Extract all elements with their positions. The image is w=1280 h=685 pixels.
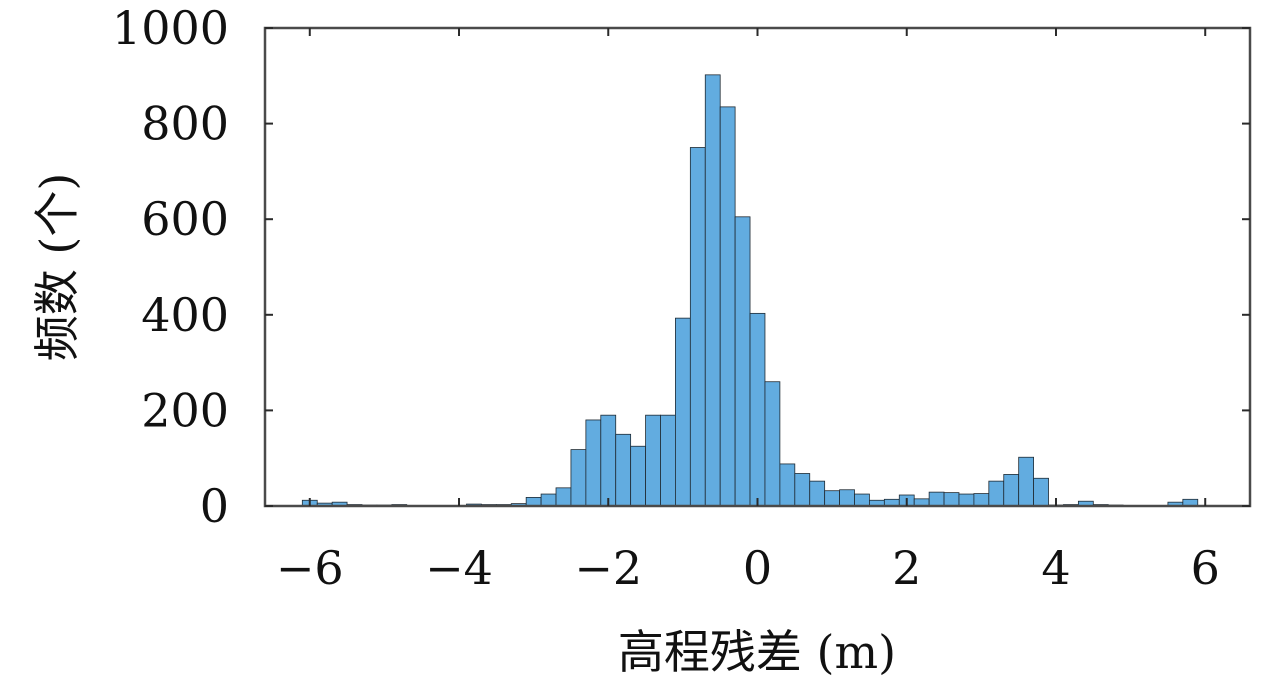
histogram-bar xyxy=(734,216,751,507)
histogram-bar xyxy=(854,493,870,507)
y-tick-label: 400 xyxy=(141,288,229,342)
histogram-bar xyxy=(585,419,602,507)
histogram-bar xyxy=(540,493,557,507)
histogram-bar xyxy=(794,473,811,507)
histogram-bar xyxy=(660,414,676,507)
histogram-bar xyxy=(809,480,826,507)
y-tick-label: 0 xyxy=(200,479,229,533)
x-axis-title: 高程残差 (m) xyxy=(618,625,896,679)
histogram-bar xyxy=(973,493,990,507)
histogram-bar xyxy=(525,496,542,507)
histogram-bar xyxy=(570,449,587,507)
x-tick-labels: −6 −4 −2 0 2 4 6 xyxy=(276,541,1220,595)
bars-group xyxy=(301,74,1199,507)
histogram-bar xyxy=(645,414,661,507)
histogram-bar xyxy=(704,74,721,507)
x-tick-label: −6 xyxy=(276,541,344,595)
histogram-bar xyxy=(764,381,781,507)
histogram-bar xyxy=(824,490,840,507)
x-tick-label: 0 xyxy=(743,541,772,595)
histogram-bar xyxy=(943,492,960,507)
histogram-bar xyxy=(1033,477,1049,507)
histogram-bar xyxy=(615,433,632,507)
y-tick-label: 800 xyxy=(141,97,229,151)
histogram-bar xyxy=(749,312,766,507)
x-tick-label: 2 xyxy=(892,541,921,595)
y-tick-labels: 0 200 400 600 800 1000 xyxy=(112,1,229,533)
y-axis-title: 频数 (个) xyxy=(30,173,84,362)
histogram-bar xyxy=(689,147,706,507)
x-tick-label: 6 xyxy=(1191,541,1220,595)
histogram-bar xyxy=(1003,474,1020,507)
histogram-bar xyxy=(675,317,691,507)
y-tick-label: 600 xyxy=(141,192,229,246)
x-tick-label: −2 xyxy=(574,541,642,595)
histogram-bar xyxy=(1018,456,1034,507)
histogram-bar xyxy=(555,487,572,507)
histogram-bar xyxy=(600,414,617,507)
histogram-bar xyxy=(958,493,975,507)
histogram-bar xyxy=(779,463,796,507)
x-tick-label: 4 xyxy=(1041,541,1070,595)
histogram-bar xyxy=(988,480,1005,507)
histogram-bar xyxy=(719,106,736,507)
y-tick-label: 200 xyxy=(141,383,229,437)
histogram-bar xyxy=(839,489,855,507)
x-tick-label: −4 xyxy=(425,541,493,595)
y-tick-label: 1000 xyxy=(112,1,229,55)
ticks-group xyxy=(265,27,1250,507)
histogram-bar xyxy=(928,491,945,507)
histogram-bar xyxy=(630,445,646,507)
